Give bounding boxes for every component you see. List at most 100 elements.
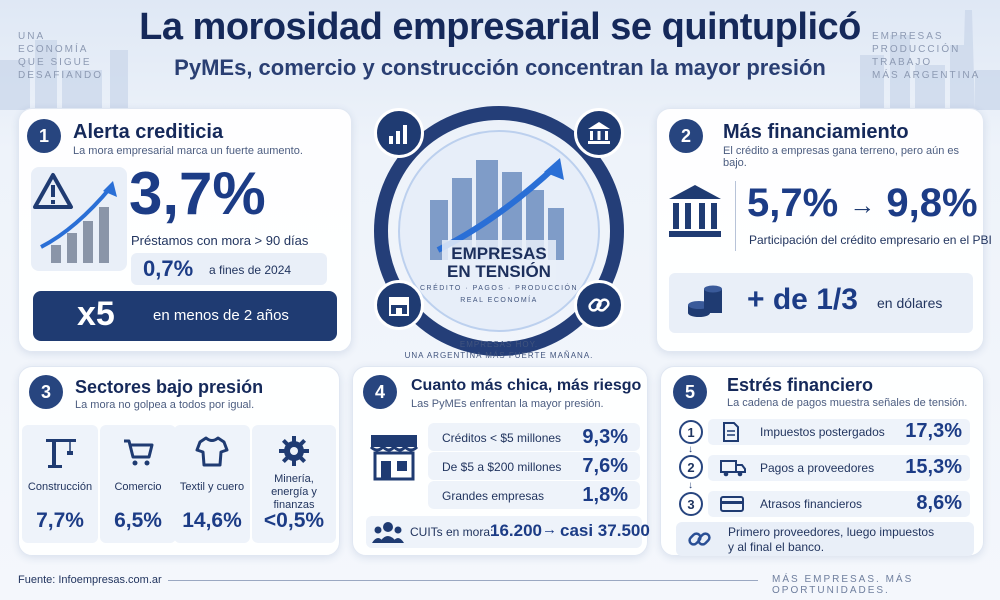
sector-name: Construcción — [27, 481, 93, 493]
down-arrow-icon: ↓ — [688, 480, 693, 491]
multiplier-value: x5 — [77, 295, 115, 333]
sector-textile: Textil y cuero 14,6% — [174, 425, 250, 543]
center-emblem: EMPRESAS EN TENSIÓN CRÉDITO · PAGOS · PR… — [368, 100, 630, 362]
payment-chain-note: Primero proveedores, luego impuestos y a… — [676, 522, 974, 556]
card-subtitle: Las PyMEs enfrentan la mayor presión. — [411, 398, 604, 410]
center-tags: CRÉDITO · PAGOS · PRODUCCIÓN — [419, 285, 579, 292]
card-title: Estrés financiero — [727, 375, 874, 395]
footer-divider — [168, 580, 758, 581]
card-number-badge: 2 — [669, 119, 703, 153]
row-label: Grandes empresas — [442, 489, 545, 503]
card-financing: 2 Más financiamiento El crédito a empres… — [656, 108, 992, 352]
sector-mining: Minería, energía y finanzas <0,5% — [252, 425, 336, 543]
previous-rate-pill: 0,7% a fines de 2024 — [131, 253, 327, 285]
financing-label: Participación del crédito empresario en … — [749, 233, 992, 247]
cart-icon — [100, 433, 176, 469]
stress-row: Impuestos postergados 17,3% — [708, 419, 970, 445]
bank-icon — [667, 181, 723, 246]
left-note-line: UNA — [18, 31, 46, 42]
card-title: Cuanto más chica, más riesgo — [411, 377, 642, 394]
credit-size-row: Grandes empresas 1,8% — [428, 481, 640, 509]
center-caption-line2: UNA ARGENTINA MÁS FUERTE MAÑANA. — [404, 351, 594, 360]
row-label: Atrasos financieros — [760, 497, 863, 511]
row-label: De $5 a $200 millones — [442, 460, 562, 474]
row-value: 17,3% — [905, 420, 962, 442]
row-value: 7,6% — [582, 455, 628, 477]
left-side-note: UNA ECONOMÍA QUE SIGUE DESAFIANDO — [18, 30, 103, 82]
card-subtitle: La mora empresarial marca un fuerte aume… — [73, 145, 303, 157]
multiplier-label: en menos de 2 años — [153, 307, 289, 324]
note-line2: y al final el banco. — [728, 540, 825, 554]
crane-icon — [22, 433, 98, 469]
row-value: 8,6% — [916, 492, 962, 514]
step-badge: 2 — [679, 455, 703, 479]
right-note-line: TRABAJO — [872, 57, 933, 68]
note-line1: Primero proveedores, luego impuestos — [728, 525, 935, 539]
down-arrow-icon: ↓ — [688, 444, 693, 455]
coins-icon — [685, 283, 725, 328]
card-number-badge: 3 — [29, 375, 63, 409]
previous-rate-value: 0,7% — [143, 256, 194, 281]
right-note-line: MÁS ARGENTINA — [872, 70, 981, 81]
left-note-line: DESAFIANDO — [18, 70, 104, 81]
cuits-to: casi 37.500 — [560, 521, 650, 540]
page-subtitle: PyMEs, comercio y construcción concentra… — [174, 55, 826, 80]
truck-icon — [720, 459, 746, 482]
financing-growth: 5,7% → 9,8% — [747, 181, 978, 226]
center-tag2: REAL ECONOMÍA — [460, 297, 538, 304]
sector-value: 7,7% — [36, 509, 84, 532]
multiplier-bar: x5 en menos de 2 años — [33, 291, 337, 341]
sector-construction: Construcción 7,7% — [22, 425, 98, 543]
credit-size-row: De $5 a $200 millones 7,6% — [428, 452, 640, 480]
right-note-line: PRODUCCIÓN — [872, 44, 961, 55]
sector-name: Minería, energía y finanzas — [271, 473, 317, 511]
footer-tagline: MÁS EMPRESAS. MÁS OPORTUNIDADES. — [772, 574, 914, 596]
store-circle-icon — [374, 280, 424, 330]
page-title: La morosidad empresarial se quintuplicó — [139, 6, 861, 48]
row-label: Impuestos postergados — [760, 425, 885, 439]
card-subtitle: La mora no golpea a todos por igual. — [75, 399, 255, 411]
sector-value: 14,6% — [182, 509, 242, 532]
center-ring-graphic — [374, 106, 624, 356]
gear-icon — [252, 433, 336, 469]
card-subtitle: El crédito a empresas gana terreno, pero… — [723, 145, 960, 169]
cuits-label: CUITs en mora: — [410, 525, 494, 539]
center-title-line2: EN TENSIÓN — [447, 262, 551, 281]
financing-to-value: 9,8% — [886, 181, 978, 225]
center-caption-line1: EMPRESAS HOY. — [459, 340, 539, 349]
link-icon — [688, 528, 712, 555]
row-label: Créditos < $5 millones — [442, 431, 562, 445]
stress-row: Pagos a proveedores 15,3% — [708, 455, 970, 481]
sector-commerce: Comercio 6,5% — [100, 425, 176, 543]
step-badge: 1 — [679, 420, 703, 444]
card-title: Más financiamiento — [723, 121, 909, 143]
sector-name: Comercio — [114, 481, 162, 493]
sector-value: 6,5% — [114, 509, 162, 532]
right-side-note: EMPRESAS PRODUCCIÓN TRABAJO MÁS ARGENTIN… — [872, 30, 980, 82]
card-icon — [720, 496, 744, 517]
sector-value: <0,5% — [263, 509, 325, 532]
card-credit-alert: 1 Alerta crediticia La mora empresarial … — [18, 108, 352, 352]
card-number-badge: 4 — [363, 375, 397, 409]
left-note-line: QUE SIGUE — [18, 57, 92, 68]
card-title: Alerta crediticia — [73, 121, 224, 143]
people-icon — [372, 521, 404, 546]
cuits-row: CUITs en mora: 16.200 → casi 37.500 — [366, 516, 650, 548]
dollar-share-value: + de 1/3 — [747, 283, 858, 316]
step-badge: 3 — [679, 492, 703, 516]
row-value: 1,8% — [582, 484, 628, 506]
right-note-line: EMPRESAS — [872, 31, 944, 42]
storefront-icon — [367, 429, 421, 488]
row-value: 9,3% — [582, 426, 628, 448]
center-title-line1: EMPRESAS — [451, 244, 547, 263]
arrow-right-icon: → — [542, 521, 557, 538]
row-value: 15,3% — [905, 456, 962, 478]
bank-circle-icon — [574, 108, 624, 158]
source-credit: Fuente: Infoempresas.com.ar — [18, 574, 162, 586]
stress-row: Atrasos financieros 8,6% — [708, 491, 970, 517]
default-rate-value: 3,7% — [129, 160, 266, 227]
row-label: Pagos a proveedores — [760, 461, 875, 475]
dollar-share-label: en dólares — [877, 295, 943, 311]
card-number-badge: 1 — [27, 119, 61, 153]
cuits-from: 16.200 — [490, 521, 542, 540]
